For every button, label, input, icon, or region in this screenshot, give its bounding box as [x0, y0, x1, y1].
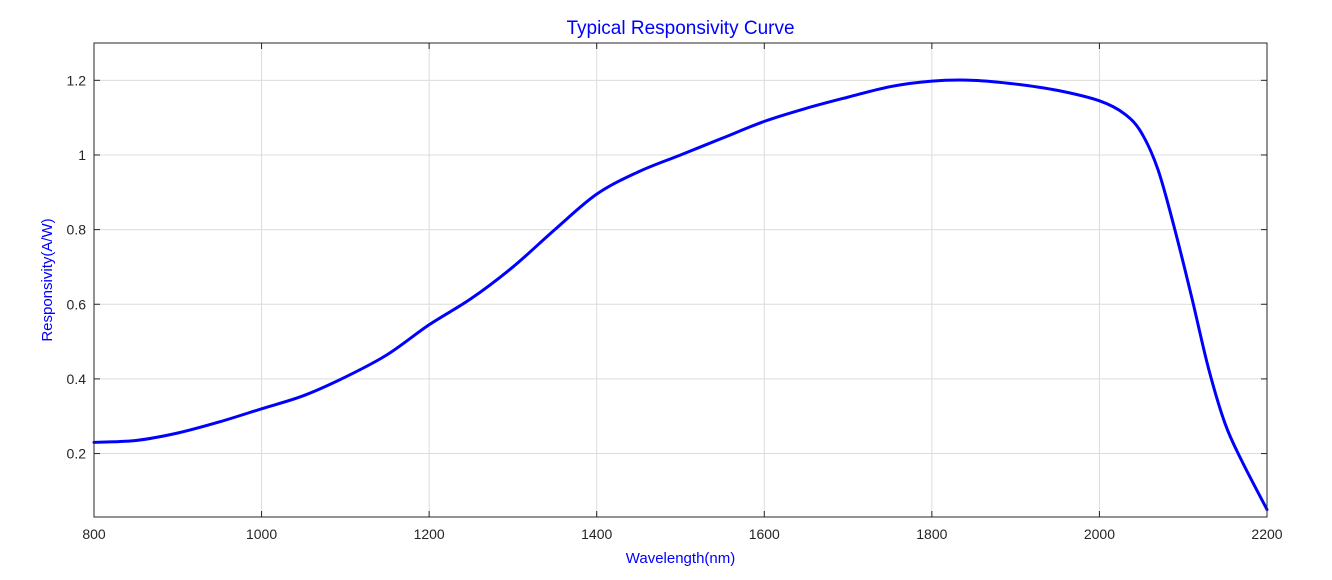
- chart-title: Typical Responsivity Curve: [566, 18, 794, 39]
- responsivity-series-line: [92, 78, 1269, 512]
- x-tick-label: 1400: [581, 526, 612, 542]
- x-tick-label: 1600: [749, 526, 780, 542]
- y-tick-label: 1.2: [67, 72, 87, 88]
- plot-frame: [93, 42, 1268, 518]
- x-tick-label: 2000: [1084, 526, 1115, 542]
- x-tick-label: 800: [82, 526, 106, 542]
- grid-lines: [93, 43, 1268, 517]
- x-tick-label: 1800: [916, 526, 947, 542]
- x-tick-label: 2200: [1251, 526, 1282, 542]
- y-tick-label: 0.4: [67, 371, 87, 387]
- x-axis-label: Wavelength(nm): [626, 550, 735, 567]
- y-tick-label: 0.2: [67, 446, 87, 462]
- series-layer: [92, 78, 1269, 512]
- y-axis-label: Responsivity(A/W): [39, 218, 56, 341]
- y-tick-label: 0.6: [67, 296, 87, 312]
- ticks: [93, 43, 1268, 517]
- tick-labels: 800 1000 1200 1400 1600 1800 2000 2200 0.2 0.4 0.6…: [67, 72, 1283, 542]
- y-tick-label: 0.8: [67, 222, 87, 238]
- y-tick-label: 1: [78, 147, 86, 163]
- x-tick-label: 1000: [246, 526, 277, 542]
- x-tick-label: 1200: [414, 526, 445, 542]
